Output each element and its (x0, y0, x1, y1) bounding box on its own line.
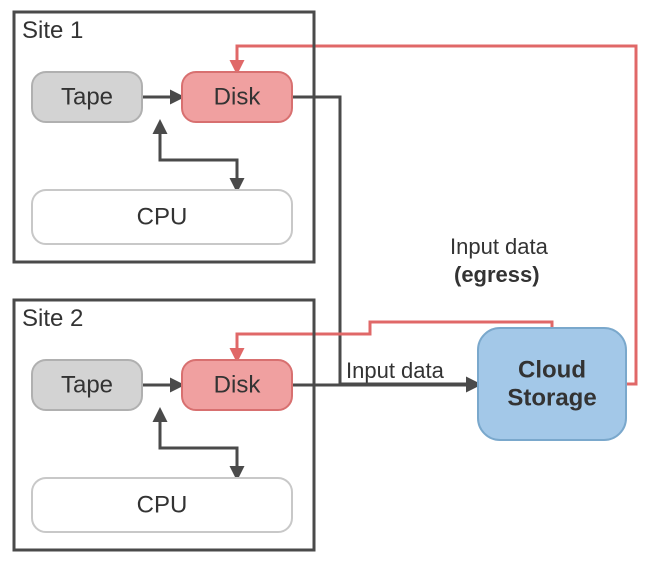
edge-disk1-cpu1 (160, 122, 237, 190)
node-cpu1-label: CPU (137, 204, 188, 231)
edge-label-input-data-2: Input data (346, 358, 445, 383)
node-cpu2-label: CPU (137, 492, 188, 519)
edge-label-input-data-1: Input data (450, 234, 549, 259)
node-tape2-label: Tape (61, 372, 113, 399)
node-cloud-label-0: Cloud (518, 357, 586, 384)
node-disk2-label: Disk (214, 372, 262, 399)
node-disk1-label: Disk (214, 84, 262, 111)
node-tape1-label: Tape (61, 84, 113, 111)
edge-disk2-cpu2 (160, 410, 237, 478)
site1-label: Site 1 (22, 17, 83, 44)
site2-label: Site 2 (22, 305, 83, 332)
edge-label-egress: (egress) (454, 262, 540, 287)
node-cloud-label-1: Storage (507, 385, 596, 412)
